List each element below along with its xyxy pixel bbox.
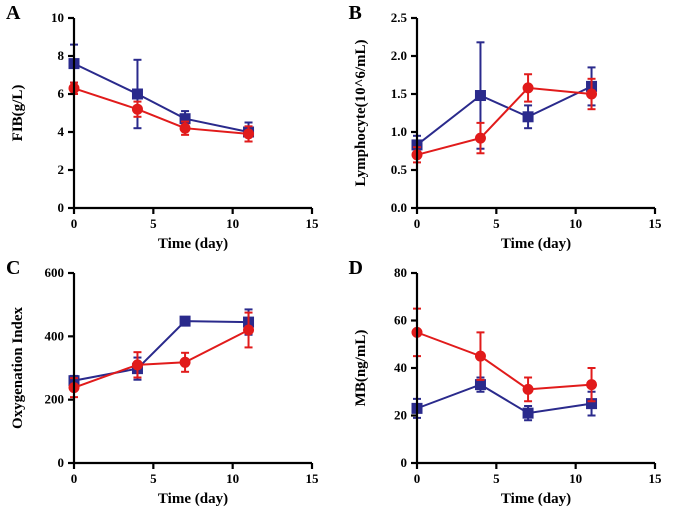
svg-text:10: 10 bbox=[569, 471, 582, 486]
svg-text:15: 15 bbox=[306, 471, 320, 486]
panel-label: A bbox=[6, 2, 20, 25]
figure-grid: A0510150246810Time (day)FIB(g/L)B0510150… bbox=[0, 0, 685, 510]
panel-a: A 0 5 10 15 0 2 4 6 8 10 Time (day) FIB(g/L) bbox=[0, 0, 343, 255]
svg-text:400: 400 bbox=[45, 328, 65, 343]
y-axis-label: Lymphocyte(10^6/mL) bbox=[353, 39, 369, 186]
y-axis-label: Oxygenation Index bbox=[10, 306, 26, 429]
svg-text:5: 5 bbox=[150, 471, 157, 486]
svg-text:2.0: 2.0 bbox=[390, 48, 406, 63]
panel-label: D bbox=[349, 257, 363, 280]
panel-c: C 0 5 10 15 0 200 400 600 Time (day) Oxygenation I… bbox=[0, 255, 343, 510]
svg-text:8: 8 bbox=[58, 48, 65, 63]
svg-text:15: 15 bbox=[648, 216, 662, 231]
svg-text:0: 0 bbox=[58, 455, 65, 470]
svg-text:10: 10 bbox=[569, 216, 582, 231]
svg-text:0: 0 bbox=[58, 200, 65, 215]
svg-text:10: 10 bbox=[51, 10, 64, 25]
chart-svg: 0 5 10 15 0 2 4 6 8 10 Time (day) FIB(g/L) bbox=[0, 0, 342, 255]
svg-text:40: 40 bbox=[394, 360, 407, 375]
svg-text:1.5: 1.5 bbox=[390, 86, 407, 101]
svg-text:2: 2 bbox=[58, 162, 65, 177]
svg-text:60: 60 bbox=[394, 313, 407, 328]
svg-text:0: 0 bbox=[71, 471, 78, 486]
svg-text:0: 0 bbox=[71, 216, 78, 231]
svg-text:4: 4 bbox=[58, 124, 65, 139]
x-axis-label: Time (day) bbox=[158, 491, 228, 507]
svg-text:5: 5 bbox=[493, 216, 500, 231]
svg-text:10: 10 bbox=[226, 216, 239, 231]
x-axis-label: Time (day) bbox=[500, 491, 570, 507]
chart-svg: 0 5 10 15 0 200 400 600 Time (day) Oxygenation In… bbox=[0, 255, 342, 510]
y-axis-label: FIB(g/L) bbox=[10, 85, 26, 142]
x-axis-label: Time (day) bbox=[500, 236, 570, 252]
x-axis-label: Time (day) bbox=[158, 236, 228, 252]
svg-text:5: 5 bbox=[150, 216, 157, 231]
svg-text:1.0: 1.0 bbox=[390, 124, 406, 139]
panel-label: B bbox=[349, 2, 362, 25]
svg-text:0: 0 bbox=[400, 455, 407, 470]
svg-text:15: 15 bbox=[306, 216, 320, 231]
svg-text:6: 6 bbox=[58, 86, 65, 101]
svg-text:10: 10 bbox=[226, 471, 239, 486]
svg-text:2.5: 2.5 bbox=[390, 10, 407, 25]
svg-text:15: 15 bbox=[648, 471, 662, 486]
y-axis-label: MB(ng/mL) bbox=[353, 330, 369, 407]
svg-text:80: 80 bbox=[394, 265, 407, 280]
panel-b: B 0 5 10 15 0.0 0.5 1.0 1.5 2.0 2.5 Time (day) Lymph… bbox=[343, 0, 685, 255]
chart-svg: 0 5 10 15 0 20 40 60 80 Time (day) MB(ng/mL) bbox=[343, 255, 685, 510]
chart-svg: 0 5 10 15 0.0 0.5 1.0 1.5 2.0 2.5 Time (day) Lympho… bbox=[343, 0, 685, 255]
panel-d: D 0 5 10 15 0 20 40 60 80 Time (day) MB(ng/mL) bbox=[343, 255, 685, 510]
svg-text:0: 0 bbox=[413, 471, 420, 486]
svg-text:0.0: 0.0 bbox=[390, 200, 406, 215]
svg-text:200: 200 bbox=[45, 392, 65, 407]
svg-text:600: 600 bbox=[45, 265, 65, 280]
panel-label: C bbox=[6, 257, 20, 280]
svg-text:0: 0 bbox=[413, 216, 420, 231]
svg-text:20: 20 bbox=[394, 408, 407, 423]
svg-text:5: 5 bbox=[493, 471, 500, 486]
svg-text:0.5: 0.5 bbox=[390, 162, 407, 177]
